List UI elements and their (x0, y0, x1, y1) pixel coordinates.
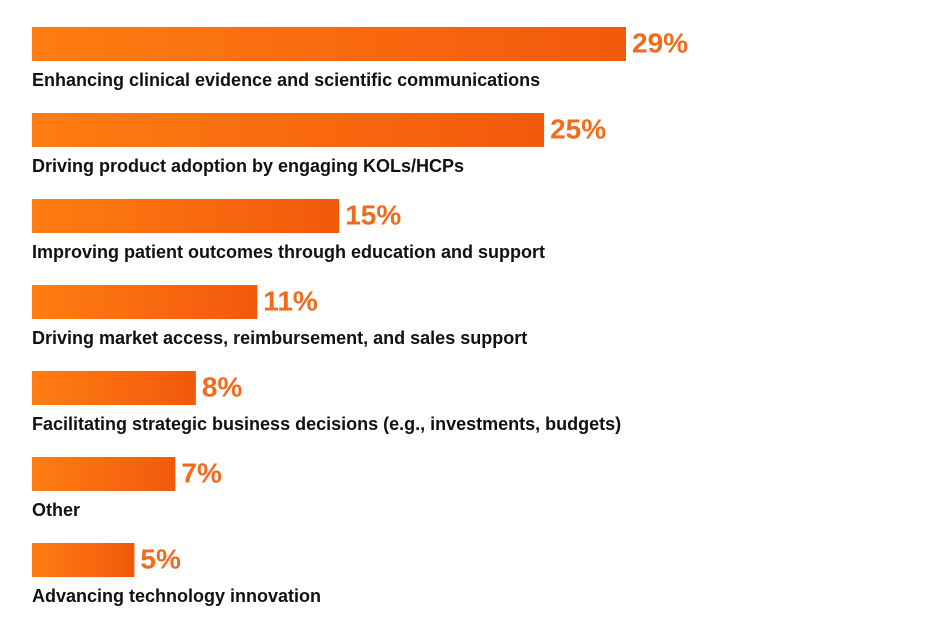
value-label: 8% (202, 371, 243, 402)
category-label: Facilitating strategic business decision… (32, 414, 621, 434)
category-label: Driving market access, reimbursement, an… (32, 328, 527, 348)
bar (32, 199, 340, 233)
category-label: Driving product adoption by engaging KOL… (32, 156, 464, 176)
bar (32, 457, 176, 491)
value-label: 25% (550, 113, 606, 144)
category-label: Improving patient outcomes through educa… (32, 242, 545, 262)
category-label: Advancing technology innovation (32, 586, 321, 606)
bar (32, 543, 135, 577)
value-label: 29% (632, 27, 688, 58)
bar (32, 285, 258, 319)
value-label: 11% (263, 285, 318, 316)
value-label: 7% (181, 457, 222, 488)
category-label: Other (32, 500, 80, 520)
value-label: 5% (140, 543, 181, 574)
bar (32, 113, 545, 147)
bar (32, 27, 626, 61)
bar (32, 371, 196, 405)
category-label: Enhancing clinical evidence and scientif… (32, 70, 540, 90)
value-label: 15% (345, 199, 401, 230)
